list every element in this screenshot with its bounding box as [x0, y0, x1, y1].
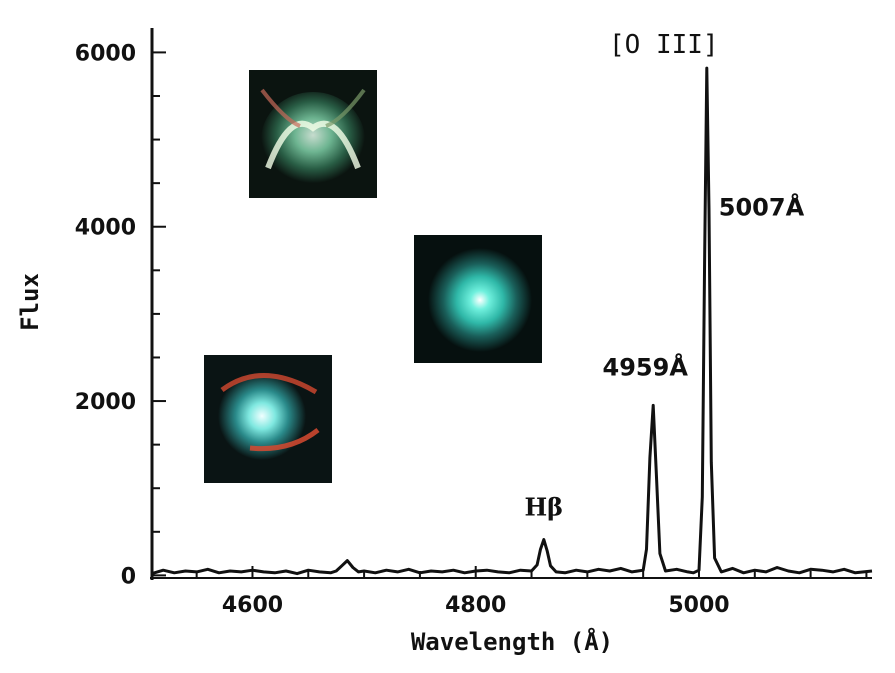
- nebula-inset-bipolar: [249, 70, 377, 198]
- nebula-inset-ring: [204, 355, 332, 483]
- y-tick-label: 4000: [75, 216, 136, 241]
- annotation-hbeta: Hβ: [525, 492, 564, 521]
- x-axis-label: Wavelength (Å): [411, 627, 613, 656]
- y-tick-label: 0: [121, 564, 136, 589]
- annotation-4959: 4959Å: [603, 353, 689, 382]
- y-ticks: 0 2000 4000 6000: [75, 41, 166, 589]
- x-tick-label: 4800: [445, 593, 506, 618]
- x-tick-label: 4600: [222, 593, 283, 618]
- y-tick-label: 6000: [75, 41, 136, 66]
- y-tick-label: 2000: [75, 390, 136, 415]
- nebula-inset-round: [414, 235, 542, 363]
- spectrum-series-line: [151, 66, 873, 576]
- annotation-5007: 5007Å: [719, 192, 805, 221]
- annotation-oiii: [O III]: [609, 30, 719, 60]
- x-tick-label: 5000: [668, 593, 729, 618]
- y-axis-label: Flux: [16, 273, 44, 331]
